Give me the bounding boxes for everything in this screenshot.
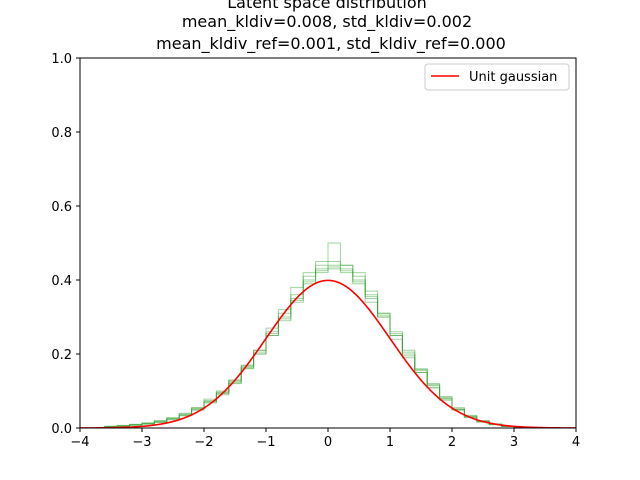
histogram-series-1 <box>104 264 527 428</box>
y-tick-label: 0.6 <box>51 200 72 215</box>
histogram-layer <box>104 242 527 428</box>
x-tick-label: 4 <box>572 435 580 450</box>
legend-box <box>424 63 570 91</box>
x-tick-label: −4 <box>70 435 89 450</box>
x-tick-label: 3 <box>510 435 518 450</box>
y-tick-label: 0.8 <box>51 126 72 141</box>
x-tick-label: −2 <box>194 435 213 450</box>
unit-gaussian-line <box>80 279 576 428</box>
histogram-series-4 <box>104 261 527 428</box>
y-tick-label: 0.2 <box>51 348 72 363</box>
y-tick-label: 0.0 <box>51 422 72 437</box>
y-tick-label: 0.4 <box>51 274 72 289</box>
legend-label-unit-gaussian: Unit gaussian <box>469 70 557 85</box>
x-tick-label: 2 <box>448 435 456 450</box>
chart-title: Latent space distribution mean_kldiv=0.0… <box>156 0 506 54</box>
legend: Unit gaussian <box>424 63 570 91</box>
x-axis: −4 −3 −2 −1 0 1 2 3 4 <box>70 428 580 450</box>
histogram-series-3 <box>104 268 527 428</box>
histogram-series-5 <box>104 266 527 428</box>
y-tick-label: 1.0 <box>51 52 72 67</box>
x-tick-label: −3 <box>132 435 151 450</box>
x-tick-label: 0 <box>324 435 332 450</box>
y-axis: 0.0 0.2 0.4 0.6 0.8 1.0 <box>51 52 80 437</box>
x-tick-label: −1 <box>256 435 275 450</box>
chart-title-line-1: Latent space distribution <box>227 0 427 12</box>
chart-title-line-3: mean_kldiv_ref=0.001, std_kldiv_ref=0.00… <box>156 34 506 54</box>
plot-area <box>79 57 577 429</box>
x-tick-label: 1 <box>386 435 394 450</box>
chart-title-line-2: mean_kldiv=0.008, std_kldiv=0.002 <box>182 12 472 32</box>
histogram-series-2 <box>104 242 527 428</box>
